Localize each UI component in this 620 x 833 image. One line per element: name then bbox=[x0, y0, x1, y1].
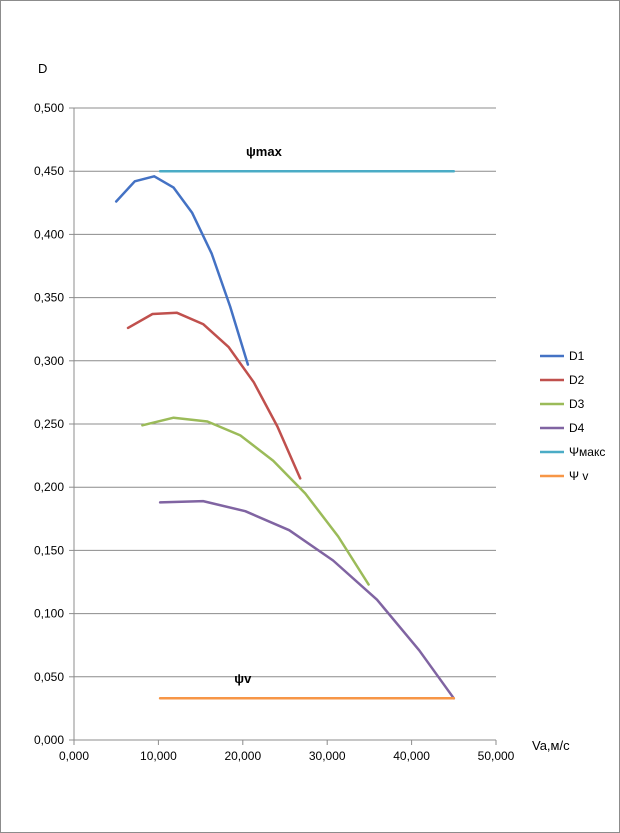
legend-label: Ψмакс bbox=[569, 445, 605, 459]
x-tick-label: 10,000 bbox=[140, 749, 177, 763]
legend-label: D4 bbox=[569, 421, 585, 435]
y-tick-label: 0,250 bbox=[34, 417, 64, 431]
legend-label: D2 bbox=[569, 373, 585, 387]
x-tick-label: 20,000 bbox=[224, 749, 261, 763]
y-tick-label: 0,200 bbox=[34, 480, 64, 494]
annotation-label: ψv bbox=[234, 671, 252, 686]
series-line-D1 bbox=[114, 175, 250, 366]
y-tick-labels: 0,000 0,050 0,100 0,150 0,200 0,250 0,300 0,350… bbox=[34, 101, 64, 747]
y-tick-label: 0,000 bbox=[34, 733, 64, 747]
gridlines bbox=[74, 107, 496, 678]
x-axis-label: Va,м/с bbox=[532, 738, 570, 753]
series-line-D2 bbox=[126, 311, 302, 480]
legend-label: D1 bbox=[569, 349, 585, 363]
y-tick-label: 0,300 bbox=[34, 354, 64, 368]
axes bbox=[69, 107, 497, 745]
x-tick-labels: 0,000 10,000 20,000 30,000 40,000 50,000 bbox=[59, 749, 515, 763]
x-tick-label: 30,000 bbox=[309, 749, 346, 763]
series-lines bbox=[114, 169, 456, 700]
y-tick-label: 0,100 bbox=[34, 607, 64, 621]
x-tick-label: 40,000 bbox=[393, 749, 430, 763]
series-line-D4 bbox=[158, 499, 456, 700]
legend: D1 D2 D3 D4 Ψмакс Ψ v bbox=[540, 349, 605, 483]
y-tick-label: 0,450 bbox=[34, 164, 64, 178]
annotations: ψmax ψv bbox=[234, 144, 282, 686]
y-tick-label: 0,050 bbox=[34, 670, 64, 684]
y-tick-label: 0,500 bbox=[34, 101, 64, 115]
x-tick-label: 0,000 bbox=[59, 749, 89, 763]
x-tick-label: 50,000 bbox=[478, 749, 515, 763]
y-tick-label: 0,400 bbox=[34, 227, 64, 241]
annotation-label: ψmax bbox=[246, 144, 283, 159]
legend-label: Ψ v bbox=[569, 469, 588, 483]
y-axis-label: D bbox=[38, 61, 47, 76]
y-tick-label: 0,350 bbox=[34, 291, 64, 305]
series-line-D3 bbox=[141, 416, 370, 586]
y-tick-label: 0,150 bbox=[34, 543, 64, 557]
legend-label: D3 bbox=[569, 397, 585, 411]
